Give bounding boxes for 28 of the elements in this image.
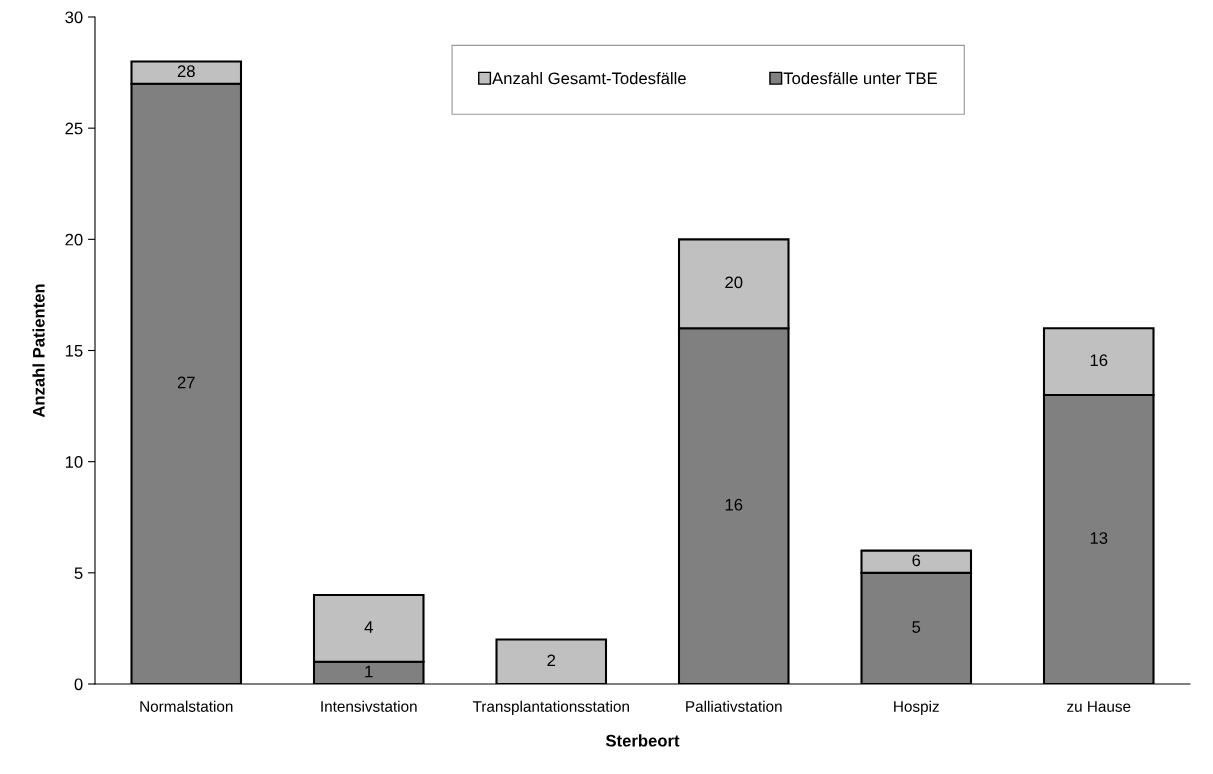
data-label: 13	[1090, 532, 1108, 544]
total-label: 16	[1090, 354, 1108, 367]
x-tick-label: Intensivstation	[321, 700, 417, 712]
data-label: 16	[725, 498, 743, 511]
y-tick-label: 0	[74, 678, 83, 691]
y-tick-label: 10	[65, 456, 83, 468]
total-label: 2	[547, 654, 556, 667]
data-label: 5	[912, 621, 921, 633]
data-label: 27	[177, 376, 195, 389]
x-tick-label: Hospiz	[894, 700, 939, 715]
x-axis-title: Sterbeort	[605, 734, 680, 747]
total-label: 28	[177, 65, 195, 78]
x-tick-label: Transplantationsstation	[472, 700, 629, 715]
y-tick-label: 25	[65, 122, 83, 135]
total-label: 4	[364, 621, 373, 633]
x-tick-label: Normalstation	[140, 700, 233, 712]
data-label: 1	[365, 665, 373, 678]
x-tick-label: zu Hause	[1067, 701, 1131, 712]
total-label: 6	[912, 554, 921, 567]
x-tick-label: Palliativstation	[686, 700, 782, 712]
legend-label: Anzahl Gesamt-Todesfälle	[492, 72, 686, 85]
y-axis-title: Anzahl Patienten	[32, 284, 45, 418]
y-tick-label: 30	[65, 11, 83, 24]
y-tick-label: 5	[74, 567, 83, 580]
legend-label: Todesfälle unter TBE	[783, 72, 937, 85]
total-label: 20	[725, 276, 743, 289]
y-tick-label: 15	[65, 345, 83, 357]
y-tick-label: 20	[65, 233, 83, 246]
